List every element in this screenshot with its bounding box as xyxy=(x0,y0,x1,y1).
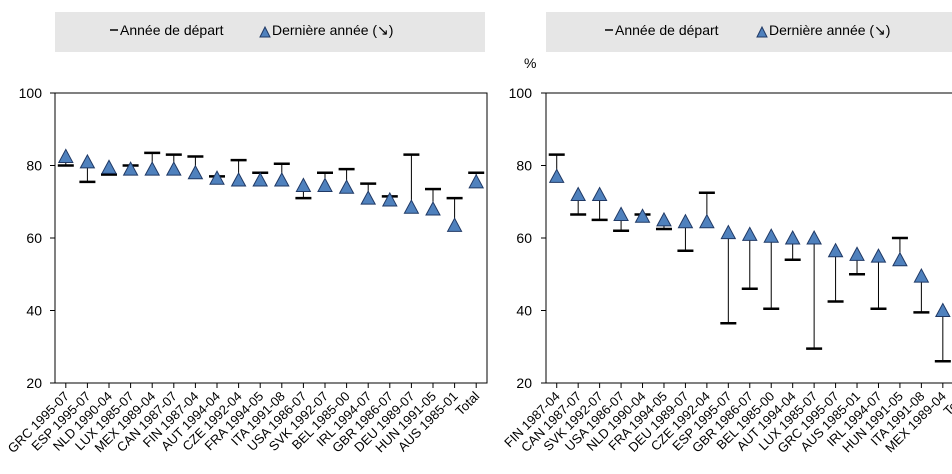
y-tick-label: 20 xyxy=(516,375,532,391)
last-year-marker xyxy=(677,213,694,229)
last-year-marker xyxy=(122,161,139,176)
legend-start-label: Année de départ xyxy=(120,22,224,38)
y-tick-label: 80 xyxy=(26,158,42,174)
last-year-marker xyxy=(870,248,887,263)
legend-box xyxy=(546,12,952,52)
last-year-marker xyxy=(273,171,290,187)
last-year-marker xyxy=(209,170,225,185)
last-year-marker xyxy=(381,191,398,207)
last-year-marker xyxy=(784,229,801,245)
last-year-marker xyxy=(591,186,608,201)
y-tick-label: 60 xyxy=(516,230,532,246)
y-tick-label: 80 xyxy=(516,158,532,174)
last-year-marker xyxy=(165,161,182,176)
last-year-marker xyxy=(446,217,463,232)
y-tick-label: 100 xyxy=(509,85,533,101)
plot-frame xyxy=(54,92,488,384)
legend-box xyxy=(55,12,485,52)
x-category-label: Total xyxy=(452,388,482,418)
y-tick-label: 20 xyxy=(26,375,42,391)
legend-right: Année de départ Dernière année (↘) xyxy=(546,12,952,52)
last-year-marker xyxy=(570,186,587,201)
last-year-marker xyxy=(425,200,441,216)
last-year-marker xyxy=(295,177,312,192)
last-year-marker xyxy=(338,179,355,194)
triangle-marker-icon xyxy=(259,25,271,38)
last-year-marker xyxy=(101,159,117,174)
y-tick-label: 100 xyxy=(19,85,43,101)
y-tick-label: 40 xyxy=(516,303,532,319)
last-year-marker xyxy=(827,242,844,258)
triangle-marker-icon xyxy=(756,25,768,38)
last-year-marker xyxy=(403,199,420,214)
last-year-marker xyxy=(699,213,715,229)
last-year-marker xyxy=(720,224,737,240)
last-year-marker xyxy=(187,164,204,180)
last-year-marker xyxy=(849,246,865,261)
last-year-marker xyxy=(144,161,161,176)
last-year-marker xyxy=(252,171,269,187)
last-year-marker xyxy=(468,173,485,189)
last-year-marker xyxy=(634,208,651,223)
legend-last-label: Dernière année (↘) xyxy=(769,22,890,38)
last-year-marker xyxy=(79,153,96,169)
last-year-marker xyxy=(230,171,247,187)
last-year-marker xyxy=(806,229,822,245)
x-category-label: Total xyxy=(940,388,952,418)
legend-last-label: Dernière année (↘) xyxy=(272,22,393,38)
y-tick-label: 40 xyxy=(26,303,42,319)
legend-left: Année de départ Dernière année (↘) xyxy=(55,12,485,52)
last-year-marker xyxy=(934,302,951,317)
last-year-marker xyxy=(656,211,672,227)
last-year-marker xyxy=(892,251,908,267)
last-year-marker xyxy=(317,177,333,192)
y-tick-label: 60 xyxy=(26,230,42,246)
last-year-marker xyxy=(57,148,74,163)
last-year-marker xyxy=(613,206,629,221)
last-year-marker xyxy=(741,226,758,241)
last-year-marker xyxy=(913,268,930,283)
legend-start-label: Année de départ xyxy=(615,22,719,38)
last-year-marker xyxy=(548,168,565,183)
last-year-marker xyxy=(360,190,377,205)
y-axis-label: % xyxy=(524,55,536,71)
last-year-marker xyxy=(763,228,780,243)
